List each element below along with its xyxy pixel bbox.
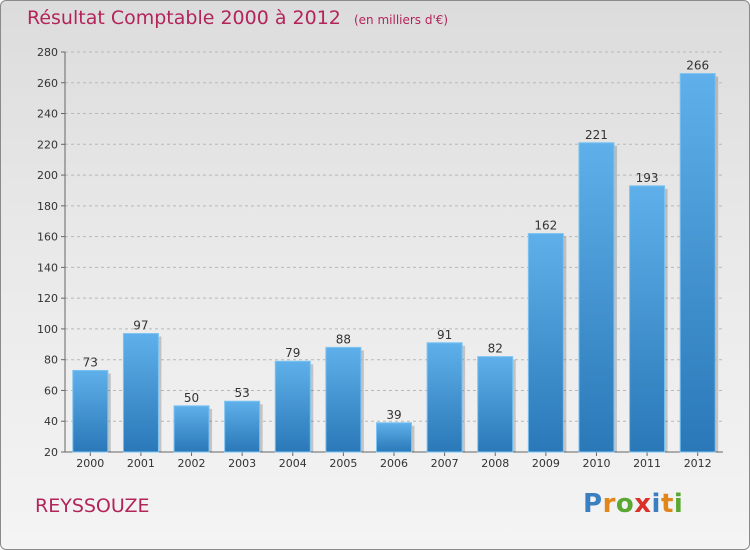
y-tick-label: 160: [37, 231, 58, 244]
proxiti-logo[interactable]: Proxiti: [583, 489, 683, 519]
bar-2003[interactable]: [224, 400, 261, 453]
commune-name: REYSSOUZE: [35, 495, 150, 517]
value-label-2005: 88: [336, 332, 351, 346]
x-tick-label: 2002: [178, 457, 206, 470]
bar-2011[interactable]: [629, 185, 666, 453]
x-tick-label: 2004: [279, 457, 307, 470]
y-tick-label: 260: [37, 77, 58, 90]
y-tick-label: 20: [44, 446, 58, 459]
bar-2004[interactable]: [274, 360, 311, 453]
x-tick-label: 2008: [481, 457, 509, 470]
bar-2005[interactable]: [325, 346, 362, 453]
bar-2010[interactable]: [578, 142, 615, 453]
y-tick-label: 40: [44, 415, 58, 428]
y-tick-label: 200: [37, 169, 58, 182]
x-tick-label: 2001: [127, 457, 155, 470]
grid-lines: [65, 51, 723, 453]
logo-letter: P: [583, 489, 603, 519]
chart-title: Résultat Comptable 2000 à 2012: [27, 7, 341, 29]
value-label-2001: 97: [133, 319, 148, 333]
bar-2000[interactable]: [72, 369, 109, 453]
x-tick-label: 2011: [633, 457, 661, 470]
y-tick-label: 240: [37, 108, 58, 121]
bar-2001[interactable]: [122, 333, 159, 453]
value-label-2011: 193: [636, 171, 659, 185]
value-label-2008: 82: [488, 342, 503, 356]
value-label-2006: 39: [386, 408, 401, 422]
logo-letter: i: [673, 489, 684, 519]
chart-header: Résultat Comptable 2000 à 2012 (en milli…: [27, 7, 448, 29]
value-label-2004: 79: [285, 346, 300, 360]
bar-2007[interactable]: [426, 342, 463, 453]
value-label-2000: 73: [83, 355, 98, 369]
logo-letter: t: [660, 489, 674, 519]
x-tick-label: 2006: [380, 457, 408, 470]
bar-2002[interactable]: [173, 405, 210, 453]
value-label-2009: 162: [534, 219, 557, 233]
bar-2009[interactable]: [527, 233, 564, 453]
value-label-2003: 53: [235, 386, 250, 400]
bar-2006[interactable]: [376, 422, 412, 453]
logo-letter: i: [651, 489, 661, 519]
labels: 20 40 60 80 100 120 140 160 180 200 220 240 260 280 73…: [37, 46, 712, 470]
y-tick-label: 60: [44, 384, 58, 397]
x-tick-label: 2012: [684, 457, 712, 470]
value-label-2002: 50: [184, 391, 199, 405]
chart-unit: (en milliers d'€): [353, 13, 449, 27]
bars: [72, 73, 719, 453]
bar-2008[interactable]: [477, 356, 514, 453]
x-tick-label: 2010: [582, 457, 610, 470]
logo-letter: o: [615, 489, 635, 519]
x-tick-label: 2007: [431, 457, 459, 470]
logo-letter: r: [602, 489, 616, 519]
y-tick-label: 80: [44, 354, 58, 367]
value-label-2012: 266: [686, 59, 709, 73]
x-tick-label: 2003: [228, 457, 256, 470]
value-label-2010: 221: [585, 128, 608, 142]
x-tick-label: 2005: [329, 457, 357, 470]
y-tick-label: 180: [37, 200, 58, 213]
logo-letter: x: [634, 489, 652, 519]
y-tick-label: 120: [37, 292, 58, 305]
y-tick-label: 220: [37, 138, 58, 151]
bar-2012[interactable]: [679, 73, 716, 453]
y-tick-label: 140: [37, 261, 58, 274]
value-label-2007: 91: [437, 328, 452, 342]
y-tick-label: 100: [37, 323, 58, 336]
x-tick-label: 2009: [532, 457, 560, 470]
x-tick-label: 2000: [76, 457, 104, 470]
y-tick-label: 280: [37, 46, 58, 59]
